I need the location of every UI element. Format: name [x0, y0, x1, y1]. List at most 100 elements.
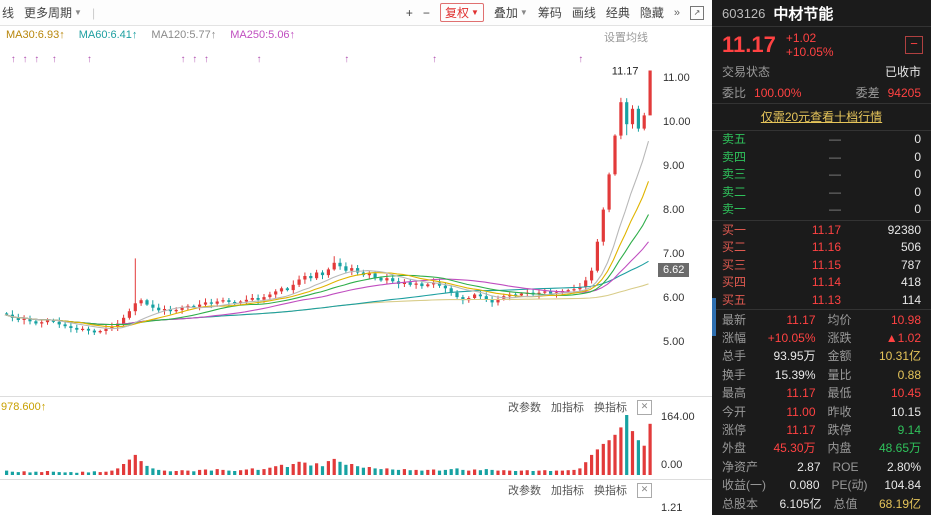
stat-label: 涨停 [722, 422, 747, 437]
change-params-button[interactable]: 改参数 [508, 402, 541, 414]
stats-row: 净资产 2.87 ROE 2.80% [712, 458, 931, 476]
stat-value: 15.39% [774, 367, 816, 382]
stats-grid: 最新 11.17 均价 10.98 涨幅 +10.05% 涨跌 ▲1.02 总手… [712, 309, 931, 515]
buy-price: 11.14 [811, 275, 841, 289]
buy-qty: 92380 [887, 222, 921, 237]
fullscreen-icon[interactable]: ↗ [690, 5, 704, 20]
level2-promo-link[interactable]: 仅需20元查看十档行情 [712, 103, 931, 131]
stat-value: 11.17 [786, 312, 816, 327]
stat-value: ▲1.02 [885, 330, 921, 345]
stock-code: 603126 [722, 5, 766, 21]
zoom-out-button[interactable]: − [422, 5, 430, 20]
indicator-pane[interactable]: 改参数 加指标 换指标 ✕ 1.21 [0, 479, 712, 515]
stat-value: 10.45 [890, 386, 921, 401]
stat-label: 均价 [827, 312, 852, 327]
indicator-pane-buttons: 改参数 加指标 换指标 [508, 482, 627, 498]
more-periods-button[interactable]: 更多周期 ▼ [24, 4, 82, 21]
sell-order-row[interactable]: 卖四 — 0 [712, 149, 931, 167]
sell-qty: 0 [914, 167, 921, 181]
stat-value: 104.84 [884, 478, 922, 493]
stat-value: 68.19亿 [878, 496, 921, 511]
sell-order-row[interactable]: 卖五 — 0 [712, 131, 931, 149]
volume-plot[interactable] [0, 397, 655, 479]
buy-price: 11.16 [811, 240, 841, 254]
hide-button[interactable]: 隐藏 [639, 6, 664, 20]
stock-header: 603126 中材节能 [712, 0, 931, 27]
buy-order-row[interactable]: 买五 11.13 114 [712, 292, 931, 310]
stats-row: 涨幅 +10.05% 涨跌 ▲1.02 [712, 329, 931, 347]
sell-price: — [829, 184, 841, 199]
svg-text:11.17: 11.17 [612, 66, 639, 78]
overlay-label: 叠加 [493, 6, 518, 20]
change-value: +1.02 [785, 31, 817, 45]
stats-row: 外盘 45.30万 内盘 48.65万 [712, 440, 931, 458]
ma-settings-link[interactable]: 设置均线 [604, 32, 648, 44]
add-indicator-button[interactable]: 加指标 [551, 485, 584, 497]
switch-indicator-button[interactable]: 换指标 [594, 402, 627, 414]
volume-up-arrow-icon: ↑ [40, 401, 47, 413]
close-pane-icon[interactable]: ✕ [637, 399, 652, 415]
volume-pane[interactable]: 978.600↑ 改参数 加指标 换指标 ✕ 164.00 0.00 [0, 396, 712, 479]
switch-indicator-button[interactable]: 换指标 [594, 485, 627, 497]
indicator-axis-label: 1.21 [661, 502, 683, 514]
stats-row: 涨停 11.17 跌停 9.14 [712, 421, 931, 439]
minimize-button[interactable]: − [905, 36, 923, 54]
svg-text:↑: ↑ [52, 54, 57, 65]
svg-text:↑: ↑ [34, 54, 39, 65]
collapse-right-icon[interactable]: » [673, 6, 680, 19]
stat-label: 涨幅 [722, 330, 747, 345]
stat-value: 0.88 [897, 367, 921, 382]
buy-level-label: 买三 [722, 257, 747, 272]
sell-level-label: 卖三 [722, 167, 747, 181]
stat-value: 2.87 [797, 459, 821, 474]
price-axis-tick: 5.00 [663, 336, 685, 348]
period-button[interactable]: 线 [2, 6, 15, 20]
stat-label: 外盘 [722, 441, 747, 456]
add-indicator-button[interactable]: 加指标 [551, 402, 584, 414]
stat-label: 涨跌 [827, 330, 852, 345]
chevron-down-icon: ▼ [470, 8, 479, 17]
more-periods-label: 更多周期 [24, 6, 73, 20]
stat-label: ROE [832, 459, 859, 474]
stats-row: 最高 11.17 最低 10.45 [712, 385, 931, 403]
status-label: 交易状态 [722, 65, 771, 79]
draw-line-button[interactable]: 画线 [571, 6, 596, 20]
price-change: +1.02 +10.05% [786, 31, 834, 59]
stat-value: 45.30万 [773, 441, 816, 456]
close-pane-icon[interactable]: ✕ [637, 482, 652, 498]
sell-order-row[interactable]: 卖二 — 0 [712, 184, 931, 202]
weicha-label: 委差 [855, 86, 880, 100]
buy-order-row[interactable]: 买四 11.14 418 [712, 274, 931, 292]
svg-text:↑: ↑ [23, 54, 28, 65]
sell-order-row[interactable]: 卖三 — 0 [712, 166, 931, 184]
svg-text:↑: ↑ [257, 54, 262, 65]
buy-order-row[interactable]: 买三 11.15 787 [712, 257, 931, 275]
candlestick-plot[interactable]: ↑ ↑ ↑ ↑ ↑ ↑ ↑ ↑ ↑ ↑ ↑ ↑ 11.17 [0, 26, 655, 396]
sell-price: — [829, 202, 841, 216]
buy-order-row[interactable]: 买一 11.17 92380 [712, 222, 931, 240]
chip-distribution-button[interactable]: 筹码 [537, 6, 562, 20]
zoom-in-button[interactable]: + [405, 5, 413, 20]
stat-label: 最新 [722, 312, 747, 327]
stat-label: 昨收 [827, 404, 852, 419]
svg-text:↑: ↑ [11, 54, 16, 65]
buy-qty: 114 [901, 292, 921, 307]
adjust-price-button[interactable]: 复权 ▼ [439, 3, 484, 22]
scrollbar-thumb[interactable] [712, 298, 716, 336]
volume-value-label: 978.600↑ [1, 401, 46, 413]
price-axis-tick: 7.00 [663, 248, 685, 260]
volume-value: 978.600 [1, 401, 41, 413]
weibi-value: 100.00% [754, 85, 802, 100]
candlestick-chart[interactable]: ↑ ↑ ↑ ↑ ↑ ↑ ↑ ↑ ↑ ↑ ↑ ↑ 11.17 MA30:6.93↑ MA60:6.41↑ … [0, 26, 712, 396]
change-params-button[interactable]: 改参数 [508, 485, 541, 497]
chevron-down-icon: ▼ [74, 8, 82, 17]
sell-order-row[interactable]: 卖一 — 0 [712, 201, 931, 219]
stat-label: 收益(一) [722, 478, 766, 493]
sell-qty: 0 [914, 149, 921, 164]
buy-order-row[interactable]: 买二 11.16 506 [712, 239, 931, 257]
toolbar-separator: | [91, 5, 96, 20]
overlay-button[interactable]: 叠加 ▼ [494, 4, 528, 21]
classic-mode-button[interactable]: 经典 [605, 6, 630, 20]
ma120-label: MA120:5.77↑ [151, 29, 217, 41]
stock-name: 中材节能 [773, 5, 834, 23]
